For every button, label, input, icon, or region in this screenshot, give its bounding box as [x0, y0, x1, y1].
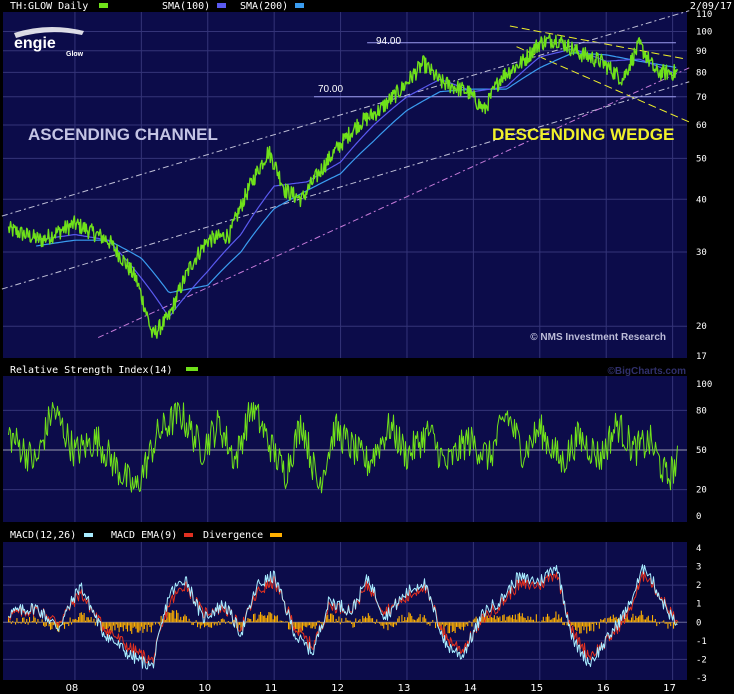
- logo-brand: engie: [14, 35, 56, 52]
- rsi-label: Relative Strength Index(14): [10, 365, 173, 376]
- x-tick-label: 16: [597, 683, 610, 694]
- rsi-line: [8, 402, 678, 494]
- macd-tick-label: -3: [696, 674, 707, 684]
- logo-swoosh-icon: [14, 26, 84, 38]
- macd-label: MACD(12,26): [10, 530, 76, 541]
- engie-logo: engie Glow: [14, 26, 84, 58]
- macd-ema-legend-swatch: [184, 533, 193, 537]
- trend-overlays: [1, 10, 690, 339]
- watermark: ©BigCharts.com: [608, 366, 687, 377]
- level-94-label: 94.00: [376, 36, 401, 47]
- price-tick-label: 110: [696, 10, 712, 20]
- macd-tick-label: -2: [696, 655, 707, 665]
- ascending-channel-label: ASCENDING CHANNEL: [28, 125, 218, 144]
- price-tick-label: 30: [696, 248, 707, 258]
- divergence-legend-swatch: [270, 533, 282, 537]
- price-tick-label: 40: [696, 195, 707, 205]
- rsi-tick-label: 100: [696, 380, 712, 390]
- ascending-channel-lower: [97, 67, 690, 339]
- macd-tick-label: -1: [696, 637, 707, 647]
- macd-line: [8, 564, 678, 670]
- price-tick-label: 60: [696, 121, 707, 131]
- rsi-tick-label: 50: [696, 446, 707, 456]
- sma100-legend-swatch: [217, 3, 226, 8]
- x-tick-label: 17: [663, 683, 676, 694]
- macd-legend-swatch: [84, 533, 93, 537]
- symbol-label: TH:GLOW Daily: [10, 1, 88, 12]
- price-line: [7, 33, 679, 339]
- price-tick-label: 50: [696, 154, 707, 164]
- sma200-label: SMA(200): [240, 1, 288, 12]
- descending-wedge-lower: [516, 46, 690, 123]
- x-tick-label: 12: [331, 683, 344, 694]
- x-tick-label: 13: [398, 683, 411, 694]
- x-tick-label: 14: [464, 683, 477, 694]
- sma200-legend-swatch: [295, 3, 304, 8]
- divergence-label: Divergence: [203, 530, 263, 541]
- rsi-panel: [3, 376, 687, 522]
- rsi-tick-label: 0: [696, 512, 701, 522]
- price-panel: [3, 12, 687, 358]
- price-tick-label: 20: [696, 322, 707, 332]
- x-tick-label: 10: [198, 683, 211, 694]
- x-tick-label: 09: [132, 683, 145, 694]
- price-tick-label: 70: [696, 93, 707, 103]
- x-tick-label: 08: [66, 683, 79, 694]
- x-tick-label: 11: [265, 683, 278, 694]
- macd-tick-label: 2: [696, 581, 701, 591]
- price-tick-label: 100: [696, 27, 712, 37]
- copyright-note: © NMS Investment Research: [530, 332, 666, 343]
- sma100-label: SMA(100): [162, 1, 210, 12]
- macd-tick-label: 0: [696, 618, 701, 628]
- rsi-legend-swatch: [186, 367, 198, 371]
- price-tick-label: 90: [696, 47, 707, 57]
- price-tick-label: 17: [696, 352, 707, 362]
- macd-tick-label: 1: [696, 600, 701, 610]
- macd-ema-label: MACD EMA(9): [111, 530, 177, 541]
- rsi-tick-label: 80: [696, 406, 707, 416]
- macd-tick-label: 3: [696, 563, 701, 573]
- macd-tick-label: 4: [696, 544, 701, 554]
- x-tick-label: 15: [530, 683, 543, 694]
- ascending-channel-middle: [1, 81, 690, 290]
- descending-wedge-label: DESCENDING WEDGE: [492, 125, 674, 144]
- tick-labels: 08 09 10 11 12 13 14 15 16 1711010090807060504030…: [66, 10, 713, 694]
- macd-panel: [3, 542, 687, 680]
- ascending-channel-upper: [1, 10, 690, 217]
- logo-sub: Glow: [66, 51, 84, 58]
- level-70-label: 70.00: [318, 84, 343, 95]
- rsi-tick-label: 20: [696, 486, 707, 496]
- price-tick-label: 80: [696, 68, 707, 78]
- price-legend-swatch: [99, 3, 108, 8]
- series-lines: [7, 33, 679, 670]
- chart-date: 2/09/17: [690, 1, 732, 12]
